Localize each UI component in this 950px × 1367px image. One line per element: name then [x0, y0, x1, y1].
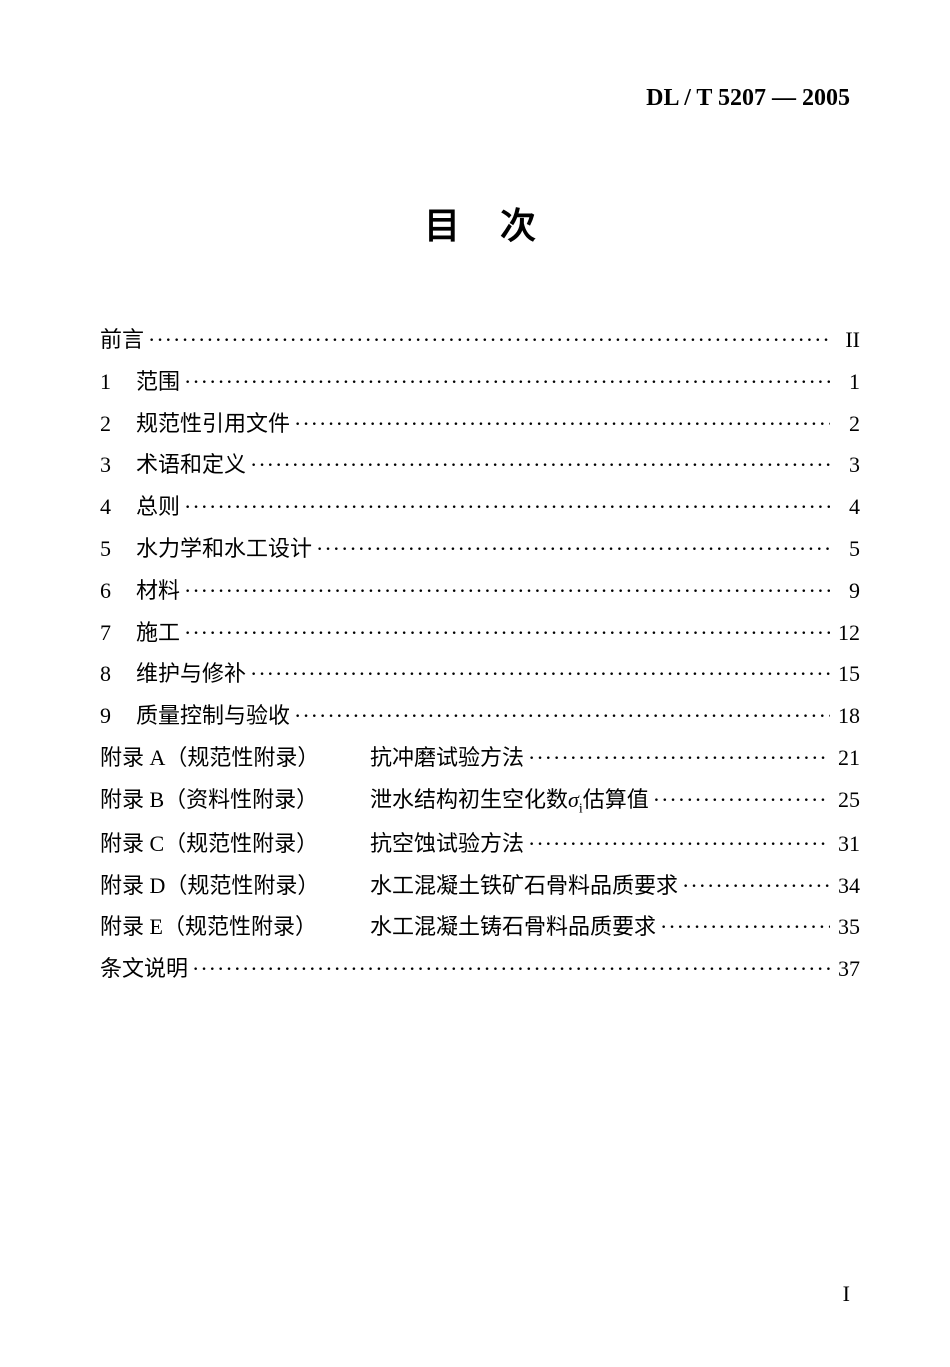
toc-page: 4 [830, 486, 860, 528]
page-title: 目次 [100, 197, 860, 249]
desc-prefix: 泄水结构初生空化数 [370, 787, 568, 812]
toc-section: 4 总则 4 [100, 486, 860, 528]
toc-appendix-label: 附录 D（规范性附录） [100, 865, 370, 907]
toc-label: 材料 [136, 570, 180, 612]
toc-page: 3 [830, 444, 860, 486]
toc-appendix: 附录 A（规范性附录） 抗冲磨试验方法 21 [100, 737, 860, 779]
toc-dots [144, 319, 830, 361]
toc-section: 8 维护与修补 15 [100, 653, 860, 695]
toc-appendix-desc: 水工混凝土铁矿石骨料品质要求 [370, 865, 678, 907]
toc-number: 8 [100, 653, 136, 695]
toc-label: 前言 [100, 319, 144, 361]
toc-section: 3 术语和定义 3 [100, 444, 860, 486]
toc-page: 2 [830, 403, 860, 445]
toc-number: 1 [100, 361, 136, 403]
toc-section: 9 质量控制与验收 18 [100, 695, 860, 737]
toc-page: 15 [830, 653, 860, 695]
toc-dots [180, 486, 830, 528]
toc-label: 水力学和水工设计 [136, 528, 312, 570]
toc-dots [246, 444, 830, 486]
toc-label: 维护与修补 [136, 653, 246, 695]
toc-label: 施工 [136, 612, 180, 654]
toc-appendix: 附录 E（规范性附录） 水工混凝土铸石骨料品质要求 35 [100, 906, 860, 948]
toc-dots [524, 823, 830, 865]
toc-appendix: 附录 D（规范性附录） 水工混凝土铁矿石骨料品质要求 34 [100, 865, 860, 907]
toc-appendix-label: 附录 E（规范性附录） [100, 906, 370, 948]
toc-dots [180, 612, 830, 654]
toc-number: 4 [100, 486, 136, 528]
toc-dots [524, 737, 830, 779]
document-page: DL / T 5207 — 2005 目次 前言 II 1 范围 1 2 规范性… [0, 0, 950, 1050]
toc-label: 术语和定义 [136, 444, 246, 486]
toc-section: 5 水力学和水工设计 5 [100, 528, 860, 570]
toc-label: 范围 [136, 361, 180, 403]
toc-appendix-desc: 泄水结构初生空化数σi估算值 [370, 779, 649, 823]
toc-notes: 条文说明 37 [100, 948, 860, 990]
toc-dots [180, 361, 830, 403]
toc-page: 9 [830, 570, 860, 612]
toc-appendix-desc: 水工混凝土铸石骨料品质要求 [370, 906, 656, 948]
toc-dots [678, 865, 830, 907]
toc-page: 34 [830, 865, 860, 907]
toc-appendix-label: 附录 A（规范性附录） [100, 737, 370, 779]
toc-page: II [830, 319, 860, 361]
toc-number: 9 [100, 695, 136, 737]
toc-label: 质量控制与验收 [136, 695, 290, 737]
toc-section: 7 施工 12 [100, 612, 860, 654]
table-of-contents: 前言 II 1 范围 1 2 规范性引用文件 2 3 术语和定义 3 4 总则 … [100, 319, 860, 990]
toc-dots [312, 528, 830, 570]
toc-section: 2 规范性引用文件 2 [100, 403, 860, 445]
toc-appendix-label: 附录 C（规范性附录） [100, 823, 370, 865]
toc-dots [188, 948, 830, 990]
toc-preface: 前言 II [100, 319, 860, 361]
toc-number: 6 [100, 570, 136, 612]
toc-dots [246, 653, 830, 695]
toc-number: 5 [100, 528, 136, 570]
footer-page-number: I [843, 1281, 850, 1307]
toc-page: 18 [830, 695, 860, 737]
toc-dots [180, 570, 830, 612]
toc-appendix-desc: 抗冲磨试验方法 [370, 737, 524, 779]
toc-page: 21 [830, 737, 860, 779]
toc-number: 7 [100, 612, 136, 654]
toc-page: 35 [830, 906, 860, 948]
toc-appendix: 附录 B（资料性附录） 泄水结构初生空化数σi估算值 25 [100, 779, 860, 823]
toc-page: 12 [830, 612, 860, 654]
sigma-symbol: σ [568, 787, 579, 812]
toc-label: 条文说明 [100, 948, 188, 990]
toc-label: 总则 [136, 486, 180, 528]
desc-suffix: 估算值 [583, 787, 649, 812]
toc-section: 1 范围 1 [100, 361, 860, 403]
toc-page: 37 [830, 948, 860, 990]
toc-appendix: 附录 C（规范性附录） 抗空蚀试验方法 31 [100, 823, 860, 865]
toc-dots [290, 695, 830, 737]
toc-page: 25 [830, 779, 860, 821]
toc-appendix-label: 附录 B（资料性附录） [100, 779, 370, 821]
toc-appendix-desc: 抗空蚀试验方法 [370, 823, 524, 865]
toc-number: 2 [100, 403, 136, 445]
toc-section: 6 材料 9 [100, 570, 860, 612]
toc-dots [656, 906, 830, 948]
toc-page: 31 [830, 823, 860, 865]
toc-number: 3 [100, 444, 136, 486]
toc-dots [649, 779, 830, 821]
toc-page: 1 [830, 361, 860, 403]
toc-page: 5 [830, 528, 860, 570]
toc-label: 规范性引用文件 [136, 403, 290, 445]
toc-dots [290, 403, 830, 445]
standard-code: DL / T 5207 — 2005 [100, 85, 860, 112]
